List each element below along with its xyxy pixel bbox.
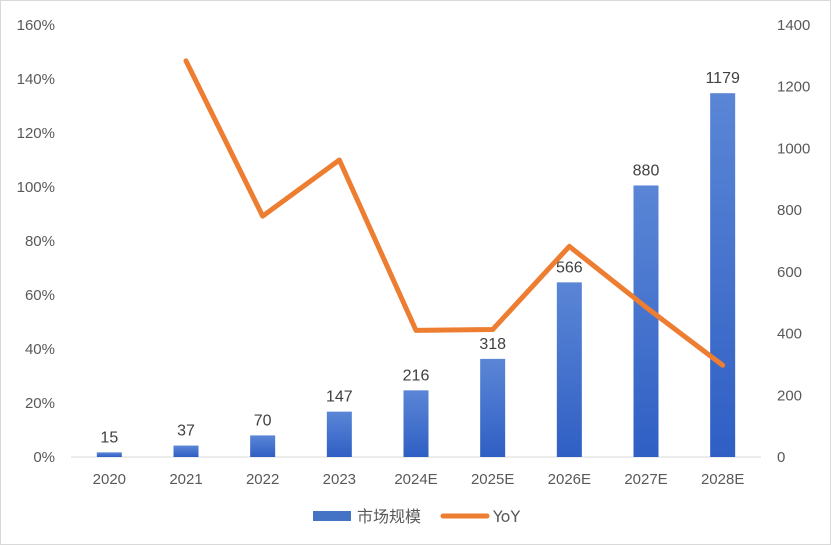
bar xyxy=(173,445,199,457)
left-axis-tick: 100% xyxy=(17,179,55,196)
bar xyxy=(480,358,506,457)
bar xyxy=(556,282,582,457)
right-axis-tick: 200 xyxy=(777,387,802,404)
right-axis-tick: 400 xyxy=(777,326,802,343)
right-axis-tick: 600 xyxy=(777,264,802,281)
left-axis-tick: 60% xyxy=(25,287,55,304)
right-axis: 0 200 400 600 800 1000 1200 1400 xyxy=(777,17,810,466)
bar xyxy=(250,435,276,457)
right-axis-tick: 1200 xyxy=(777,79,810,96)
legend-swatch-bar xyxy=(313,511,351,521)
yoy-line xyxy=(183,58,726,368)
x-axis-tick: 2024E xyxy=(394,471,437,488)
x-axis-tick: 2021 xyxy=(169,471,202,488)
left-axis-tick: 0% xyxy=(33,449,55,466)
bar-data-label: 216 xyxy=(403,367,430,384)
left-axis-tick: 140% xyxy=(17,71,55,88)
left-axis-tick: 40% xyxy=(25,341,55,358)
left-axis-tick: 80% xyxy=(25,233,55,250)
legend-label-line: YoY xyxy=(492,507,520,526)
bar-data-label: 318 xyxy=(479,336,506,353)
x-axis-tick: 2027E xyxy=(624,471,667,488)
x-axis-tick: 2022 xyxy=(246,471,279,488)
x-axis-tick: 2028E xyxy=(701,471,744,488)
bar-data-label: 880 xyxy=(633,162,660,179)
bar-data-label: 566 xyxy=(556,259,583,276)
bar xyxy=(96,452,122,457)
right-axis-tick: 1000 xyxy=(777,140,810,157)
x-axis-tick: 2025E xyxy=(471,471,514,488)
bar xyxy=(403,390,429,457)
left-axis-tick: 120% xyxy=(17,125,55,142)
left-axis-tick: 20% xyxy=(25,395,55,412)
x-axis-tick: 2020 xyxy=(93,471,126,488)
bar-data-label: 147 xyxy=(326,389,353,406)
bar-data-label: 37 xyxy=(177,423,195,440)
x-axis-ticks: 2020 2021 2022 2023 2024E 2025E 2026E 2027E 2028… xyxy=(93,471,745,488)
legend: 市场规模 YoY xyxy=(313,507,520,526)
right-axis-tick: 1400 xyxy=(777,17,810,34)
bar-data-label: 70 xyxy=(254,412,272,429)
legend-label-bar: 市场规模 xyxy=(357,507,421,526)
bar-data-labels: 15 37 70 147 216 318 566 880 1179 xyxy=(100,70,740,446)
left-axis-tick: 160% xyxy=(17,17,55,34)
left-axis: 0% 20% 40% 60% 80% 100% 120% 140% 160% xyxy=(17,17,55,466)
bar-series xyxy=(96,93,736,458)
right-axis-tick: 800 xyxy=(777,202,802,219)
bar xyxy=(633,185,659,457)
right-axis-tick: 0 xyxy=(777,449,785,466)
line-series xyxy=(183,58,726,368)
bar xyxy=(710,93,736,458)
x-axis-tick: 2026E xyxy=(548,471,591,488)
x-axis-tick: 2023 xyxy=(323,471,356,488)
bar-data-label: 15 xyxy=(100,429,118,446)
bar-data-label: 1179 xyxy=(705,70,740,87)
bar xyxy=(326,411,352,457)
